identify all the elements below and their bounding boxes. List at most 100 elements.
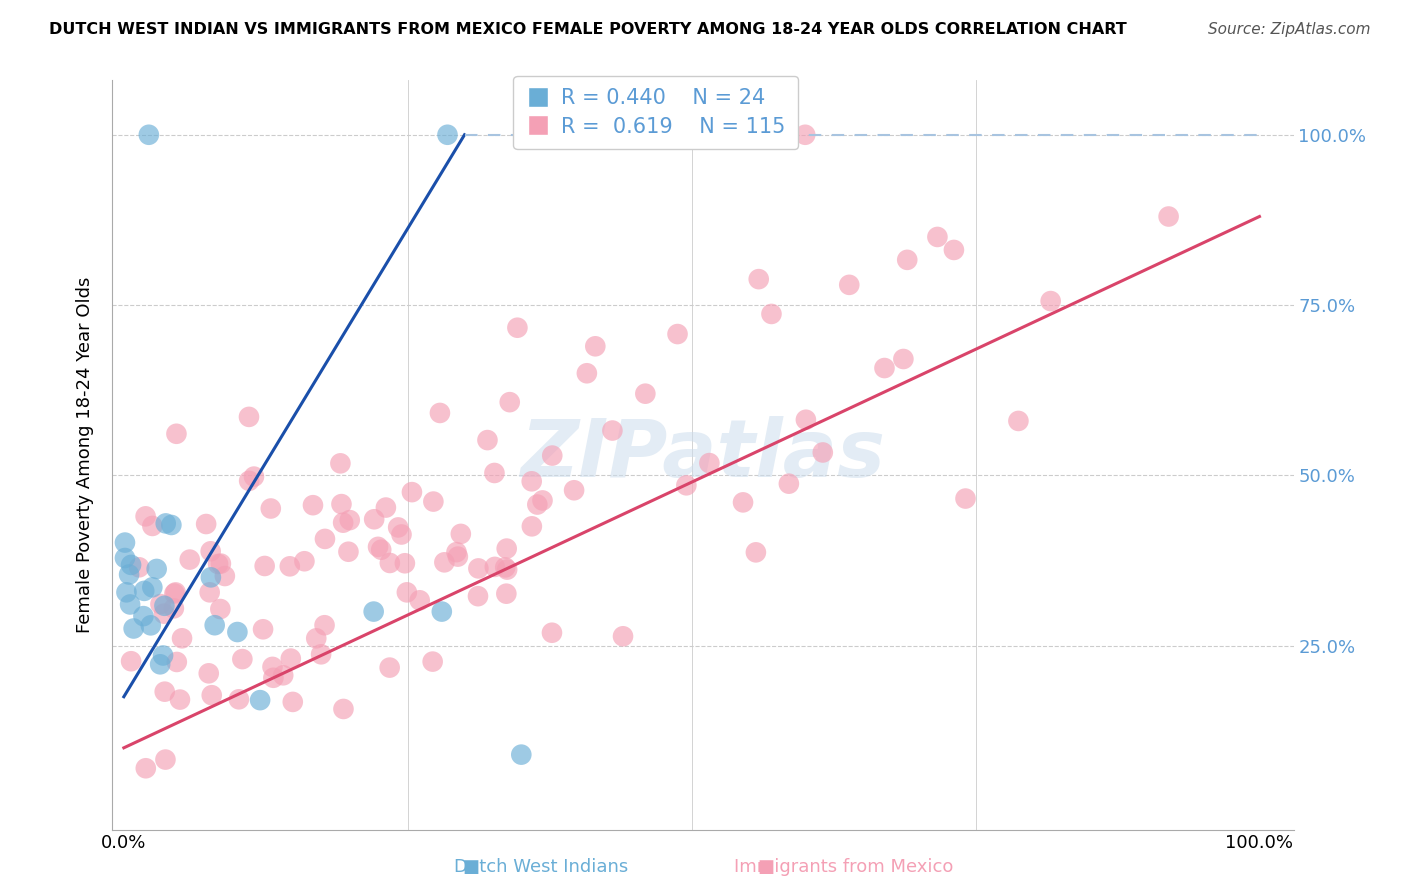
Point: [163, 601, 186, 615]
Point: [378, 556, 401, 570]
Point: [450, 527, 472, 541]
Point: [165, 585, 187, 599]
Point: [309, 648, 332, 662]
Point: [134, 583, 156, 598]
Point: [135, 509, 157, 524]
Text: Immigrants from Mexico: Immigrants from Mexico: [734, 858, 953, 876]
Point: [195, 516, 218, 531]
Point: [209, 557, 232, 571]
Point: [429, 406, 451, 420]
Point: [330, 497, 353, 511]
Point: [139, 618, 162, 632]
Point: [602, 424, 624, 438]
Point: [204, 618, 226, 632]
Point: [526, 498, 548, 512]
Point: [1039, 294, 1062, 309]
Point: [520, 519, 543, 533]
Point: [430, 605, 453, 619]
Point: [562, 483, 585, 498]
Point: [422, 655, 444, 669]
Point: [484, 466, 506, 480]
Point: [243, 469, 266, 483]
Point: [731, 495, 754, 509]
Point: [484, 560, 506, 574]
Point: [447, 549, 470, 564]
Point: [153, 599, 176, 613]
Point: [583, 339, 606, 353]
Point: [278, 559, 301, 574]
Point: [197, 666, 219, 681]
Point: [811, 445, 834, 459]
Point: [363, 512, 385, 526]
Point: [873, 361, 896, 376]
Point: [249, 693, 271, 707]
Point: [893, 351, 915, 366]
Point: [179, 552, 201, 566]
Point: [1007, 414, 1029, 428]
Point: [541, 449, 564, 463]
Point: [120, 654, 142, 668]
Point: [141, 519, 163, 533]
Point: [378, 660, 401, 674]
Point: [149, 597, 172, 611]
Point: [155, 753, 177, 767]
Point: [271, 668, 294, 682]
Point: [120, 558, 142, 572]
Point: [314, 532, 336, 546]
Point: [942, 243, 965, 257]
Point: [260, 501, 283, 516]
Point: [201, 688, 224, 702]
Point: [160, 518, 183, 533]
Point: [169, 692, 191, 706]
Point: [228, 692, 250, 706]
Point: [115, 585, 138, 599]
Point: [499, 395, 522, 409]
Point: [231, 652, 253, 666]
Point: [363, 605, 385, 619]
Point: [281, 695, 304, 709]
Point: [280, 651, 302, 665]
Point: [433, 555, 456, 569]
Point: [778, 476, 800, 491]
Point: [209, 602, 232, 616]
Point: [302, 498, 325, 512]
Point: [198, 585, 221, 599]
Point: [759, 128, 782, 142]
Point: [955, 491, 977, 506]
Point: [339, 513, 361, 527]
Point: [170, 632, 193, 646]
Point: [238, 474, 260, 488]
Legend: R = 0.440    N = 24, R =  0.619    N = 115: R = 0.440 N = 24, R = 0.619 N = 115: [513, 76, 799, 149]
Point: [496, 563, 519, 577]
Point: [226, 625, 249, 640]
Point: [114, 535, 136, 549]
Point: [494, 560, 516, 574]
Point: [314, 618, 336, 632]
Point: [495, 541, 517, 556]
Point: [132, 609, 155, 624]
Point: [575, 366, 598, 380]
Point: [332, 702, 354, 716]
Point: [422, 494, 444, 508]
Point: [262, 671, 284, 685]
Point: [634, 386, 657, 401]
Point: [200, 544, 222, 558]
Text: ■: ■: [758, 858, 775, 876]
Point: [395, 585, 418, 599]
Point: [794, 413, 817, 427]
Point: [332, 516, 354, 530]
Point: [155, 516, 177, 531]
Point: [927, 230, 949, 244]
Point: [520, 475, 543, 489]
Point: [666, 327, 689, 342]
Point: [329, 456, 352, 470]
Point: [141, 580, 163, 594]
Point: [138, 128, 160, 142]
Point: [374, 500, 396, 515]
Point: [252, 622, 274, 636]
Point: [541, 625, 564, 640]
Point: [135, 761, 157, 775]
Point: [122, 622, 145, 636]
Point: [305, 632, 328, 646]
Point: [163, 586, 186, 600]
